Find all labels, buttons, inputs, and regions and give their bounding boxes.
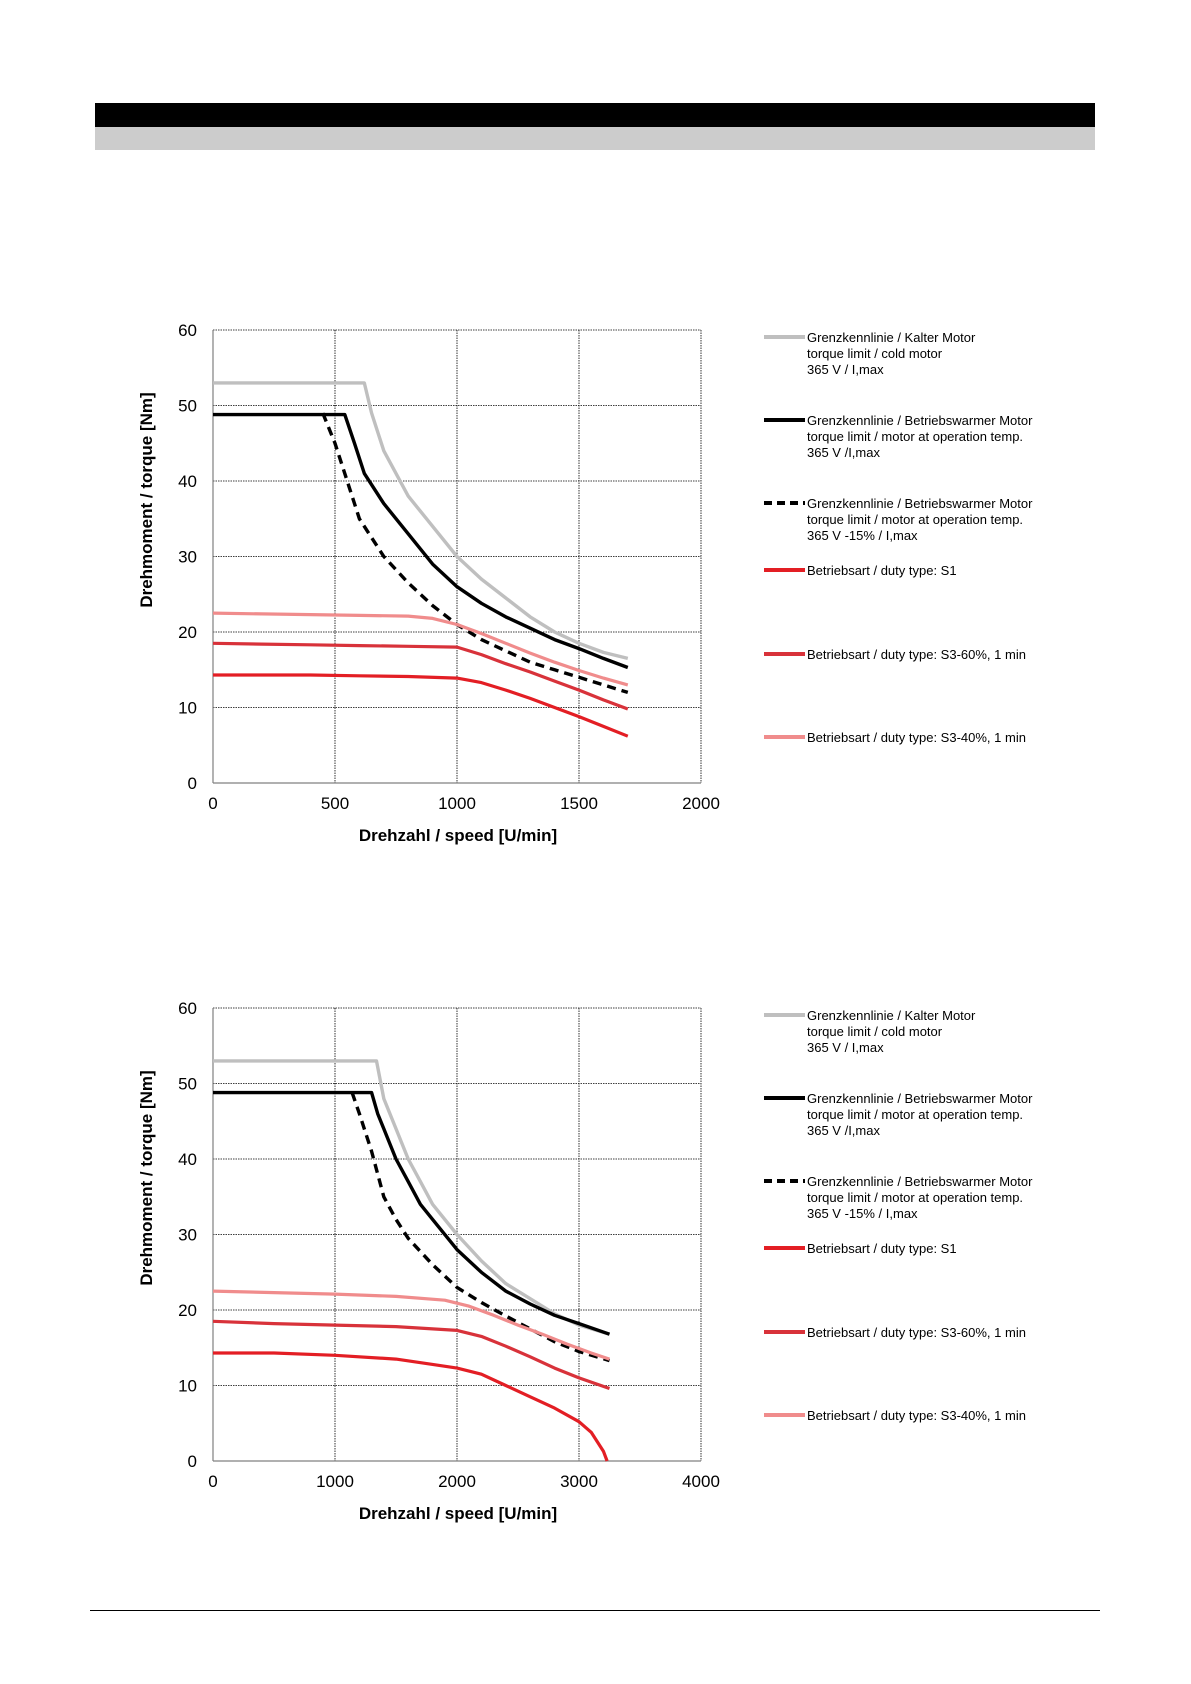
series-line-4	[212, 1319, 611, 1391]
chart-svg: 0 10 20 30 40 50 60 0 500 1000 1500 2000 Drehzahl …	[137, 321, 1033, 845]
x-tick-label: 1000	[316, 1472, 354, 1491]
legend-label: 365 V /I,max	[807, 445, 880, 460]
x-tick-label: 0	[208, 1472, 217, 1491]
x-axis-label: Drehzahl / speed [U/min]	[359, 1504, 557, 1523]
y-tick-label: 60	[178, 321, 197, 340]
legend-label: 365 V / I,max	[807, 362, 884, 377]
y-tick-label: 30	[178, 548, 197, 567]
series-line-0	[213, 381, 629, 661]
series-line-5	[212, 1289, 611, 1361]
series-line-0	[213, 1059, 610, 1336]
y-tick-label: 40	[178, 1150, 197, 1169]
grid	[212, 329, 702, 784]
series-line-4	[212, 641, 629, 711]
legend-entry-3: Betriebsart / duty type: S1	[764, 1241, 957, 1256]
footer-rule	[90, 1610, 1100, 1611]
series-line-1	[213, 1090, 611, 1336]
legend-label: torque limit / motor at operation temp.	[807, 1107, 1023, 1122]
torque-speed-chart-2: 0 10 20 30 40 50 60 0 1000 2000 3000 4000 Drehzahl…	[0, 978, 1191, 1598]
y-tick-label: 50	[178, 1075, 197, 1094]
legend-label: Betriebsart / duty type: S1	[807, 1241, 957, 1256]
legend-label: Betriebsart / duty type: S3-40%, 1 min	[807, 730, 1026, 745]
legend-label: Grenzkennlinie / Kalter Motor	[807, 330, 976, 345]
header-bar-black	[95, 103, 1095, 127]
series-line-1	[213, 412, 629, 670]
y-tick-label: 20	[178, 1301, 197, 1320]
x-tick-labels: 0 500 1000 1500 2000	[208, 794, 720, 813]
legend-entry-2: Grenzkennlinie / Betriebswarmer Motortor…	[764, 496, 1033, 543]
y-axis-label: Drehmoment / torque [Nm]	[137, 1070, 156, 1285]
legend-label: torque limit / motor at operation temp.	[807, 512, 1023, 527]
x-tick-label: 1500	[560, 794, 598, 813]
legend-entry-5: Betriebsart / duty type: S3-40%, 1 min	[764, 730, 1026, 745]
y-tick-label: 60	[178, 999, 197, 1018]
legend-label: torque limit / cold motor	[807, 1024, 943, 1039]
legend-label: Grenzkennlinie / Betriebswarmer Motor	[807, 1174, 1033, 1189]
series-line-5	[212, 611, 629, 687]
legend-label: 365 V -15% / I,max	[807, 1206, 918, 1221]
x-tick-label: 2000	[438, 1472, 476, 1491]
legend-label: Betriebsart / duty type: S3-60%, 1 min	[807, 647, 1026, 662]
y-tick-label: 10	[178, 699, 197, 718]
header-bar-gray	[95, 127, 1095, 150]
legend-label: torque limit / motor at operation temp.	[807, 429, 1023, 444]
x-axis-label: Drehzahl / speed [U/min]	[359, 826, 557, 845]
legend-entry-2: Grenzkennlinie / Betriebswarmer Motortor…	[764, 1174, 1033, 1221]
legend-label: Grenzkennlinie / Betriebswarmer Motor	[807, 1091, 1033, 1106]
legend-label: 365 V / I,max	[807, 1040, 884, 1055]
legend-label: Grenzkennlinie / Kalter Motor	[807, 1008, 976, 1023]
y-tick-labels: 0 10 20 30 40 50 60	[178, 999, 197, 1471]
legend-entry-5: Betriebsart / duty type: S3-40%, 1 min	[764, 1408, 1026, 1423]
legend-entry-4: Betriebsart / duty type: S3-60%, 1 min	[764, 1325, 1026, 1340]
legend-entry-1: Grenzkennlinie / Betriebswarmer Motortor…	[764, 413, 1033, 460]
legend-label: Betriebsart / duty type: S3-40%, 1 min	[807, 1408, 1026, 1423]
x-tick-label: 0	[208, 794, 217, 813]
series-lines	[212, 1059, 611, 1462]
legend-entry-1: Grenzkennlinie / Betriebswarmer Motortor…	[764, 1091, 1033, 1138]
y-tick-label: 40	[178, 472, 197, 491]
legend-label: Betriebsart / duty type: S3-60%, 1 min	[807, 1325, 1026, 1340]
x-tick-label: 4000	[682, 1472, 720, 1491]
x-tick-label: 2000	[682, 794, 720, 813]
legend-label: 365 V -15% / I,max	[807, 528, 918, 543]
torque-speed-chart-1: 0 10 20 30 40 50 60 0 500 1000 1500 2000 Drehzahl …	[0, 300, 1191, 920]
y-axis-label: Drehmoment / torque [Nm]	[137, 392, 156, 607]
legend-label: torque limit / motor at operation temp.	[807, 1190, 1023, 1205]
legend-label: Grenzkennlinie / Betriebswarmer Motor	[807, 496, 1033, 511]
chart-svg: 0 10 20 30 40 50 60 0 1000 2000 3000 4000 Drehzahl…	[137, 999, 1033, 1523]
legend-entry-4: Betriebsart / duty type: S3-60%, 1 min	[764, 647, 1026, 662]
series-line-3	[213, 673, 629, 738]
y-tick-label: 30	[178, 1226, 197, 1245]
legend-label: Betriebsart / duty type: S1	[807, 563, 957, 578]
y-tick-label: 0	[188, 1452, 197, 1471]
y-tick-label: 20	[178, 623, 197, 642]
legend-entry-3: Betriebsart / duty type: S1	[764, 563, 957, 578]
legend-label: 365 V /I,max	[807, 1123, 880, 1138]
y-tick-label: 0	[188, 774, 197, 793]
y-tick-labels: 0 10 20 30 40 50 60	[178, 321, 197, 793]
series-lines	[212, 381, 629, 738]
y-tick-label: 10	[178, 1377, 197, 1396]
x-tick-labels: 0 1000 2000 3000 4000	[208, 1472, 720, 1491]
x-tick-label: 500	[321, 794, 349, 813]
legend-label: torque limit / cold motor	[807, 346, 943, 361]
x-tick-label: 1000	[438, 794, 476, 813]
series-line-3	[213, 1351, 609, 1462]
x-tick-label: 3000	[560, 1472, 598, 1491]
legend-label: Grenzkennlinie / Betriebswarmer Motor	[807, 413, 1033, 428]
y-tick-label: 50	[178, 397, 197, 416]
